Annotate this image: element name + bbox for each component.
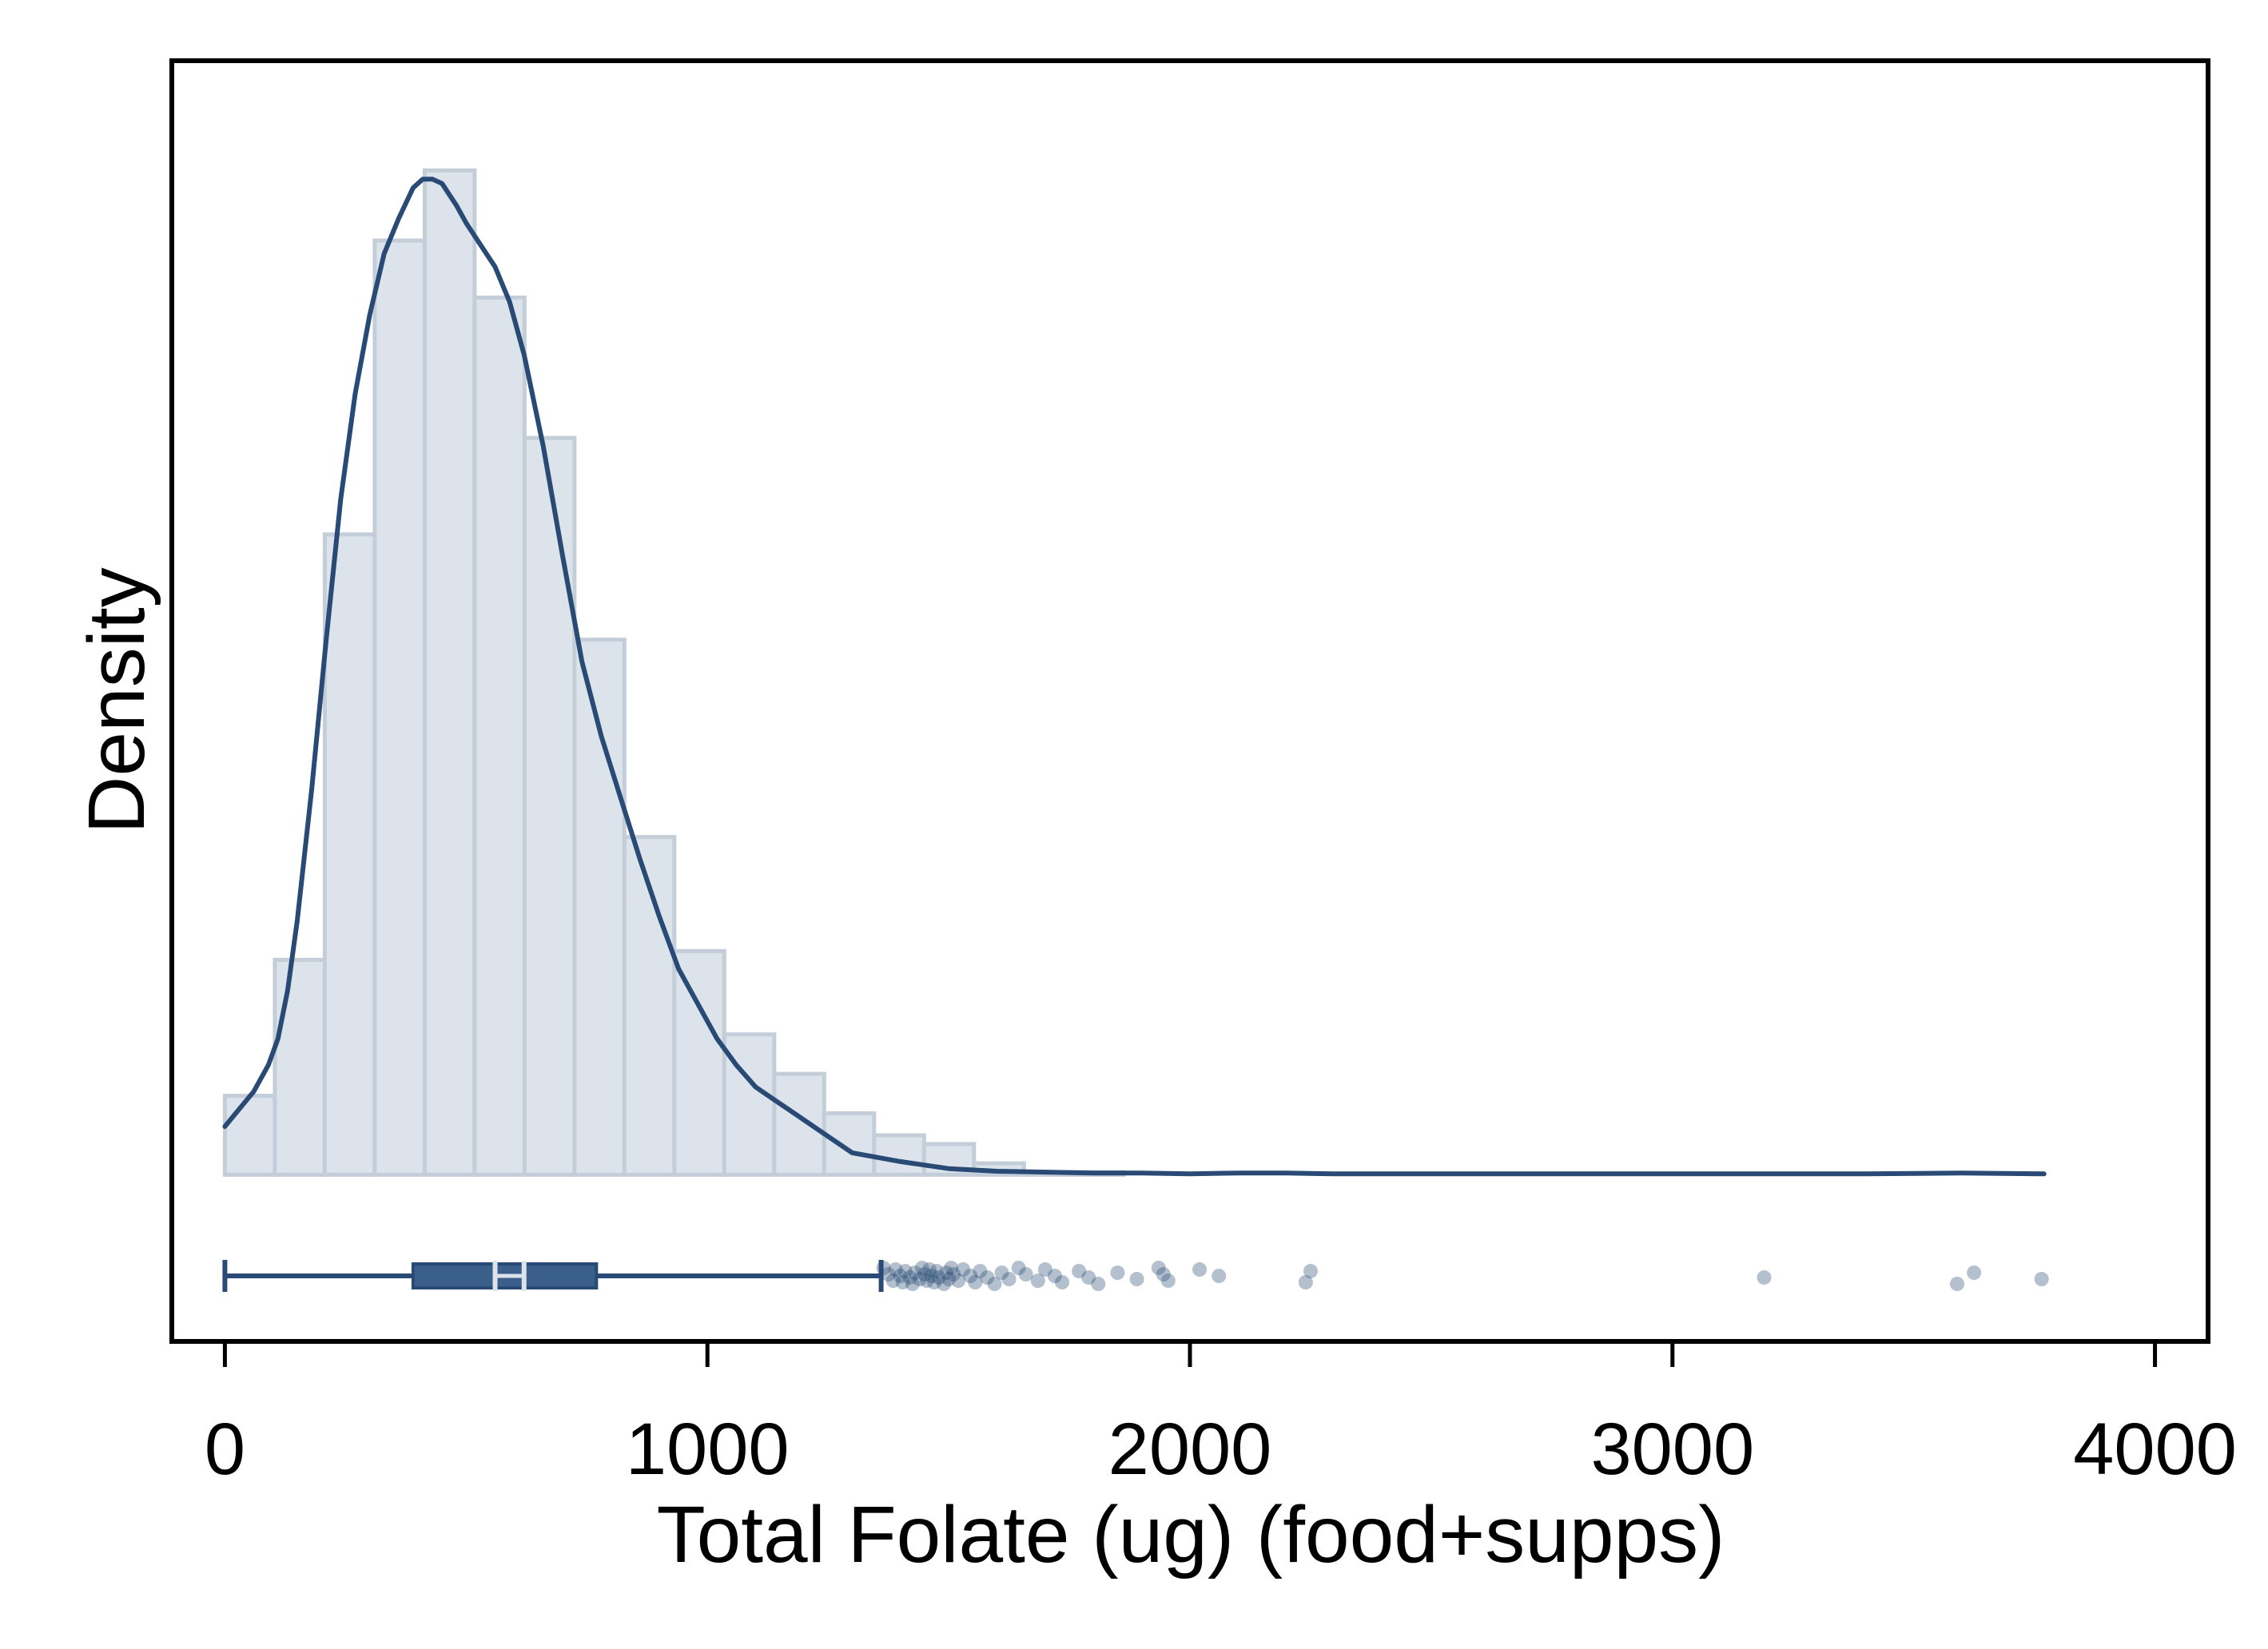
outlier-point [895,1275,910,1289]
outlier-point [1037,1262,1052,1277]
outlier-point [924,1269,939,1283]
outlier-point [1030,1274,1045,1288]
outlier-point [921,1262,937,1277]
histogram-bar [273,957,327,1177]
outlier-point [963,1269,978,1283]
outlier-point [876,1261,891,1275]
outlier-point [907,1266,922,1280]
outlier-point [956,1262,971,1277]
outlier-point [1160,1274,1176,1288]
outlier-point [1018,1267,1033,1281]
outlier-point [1156,1267,1171,1281]
x-axis-ticks: 0 1000 2000 3000 4000 [205,1341,2237,1490]
outlier-point [937,1277,952,1291]
boxplot [222,1260,884,1292]
histogram-bar [772,1071,826,1177]
outlier-point [1081,1270,1096,1285]
outlier-point [897,1264,913,1278]
histogram-bar [372,238,427,1177]
outlier-point [1757,1270,1772,1285]
histogram-bars [222,168,1126,1177]
outlier-point [1303,1264,1318,1278]
x-tick-label: 0 [205,1409,245,1490]
histogram-bar [672,948,726,1177]
outlier-point [994,1266,1009,1280]
outlier-point [1967,1266,1982,1280]
outlier-point [941,1272,957,1286]
outlier-points [876,1261,2049,1291]
outlier-point [1091,1277,1106,1291]
outlier-point [980,1270,995,1285]
outlier-point [946,1267,961,1281]
outlier-point [914,1261,929,1275]
outlier-point [919,1274,934,1288]
outlier-point [1001,1272,1017,1286]
outlier-point [1110,1266,1125,1280]
x-tick-label: 4000 [2073,1409,2237,1490]
histogram-bar [322,532,377,1177]
histogram-bar [872,1133,926,1177]
histogram-bar [222,1094,277,1177]
histogram-bar [422,168,477,1177]
outlier-point [905,1277,920,1291]
outlier-point [929,1264,945,1278]
outlier-point [1212,1269,1227,1283]
x-tick-label: 3000 [1590,1409,1754,1490]
outlier-point [1054,1275,1069,1289]
x-axis-title: Total Folate (ug) (food+supps) [657,1490,1725,1579]
density-curve [222,177,2047,1177]
outlier-point [987,1277,1002,1291]
outlier-point [893,1269,908,1283]
outlier-point [944,1261,959,1275]
outlier-point [1192,1262,1208,1277]
histogram-bar [522,435,577,1177]
outlier-point [1298,1275,1313,1289]
x-tick-label: 1000 [626,1409,790,1490]
outlier-point [888,1262,903,1277]
outlier-point [968,1275,983,1289]
outlier-point [939,1266,954,1280]
density-curve-layer [222,177,2047,1177]
x-tick-label: 2000 [1108,1409,1272,1490]
outlier-point [912,1272,927,1286]
outlier-point [1072,1264,1087,1278]
outlier-point [932,1270,947,1285]
outlier-point [951,1274,966,1288]
outlier-point [1129,1272,1144,1286]
outlier-point [1151,1261,1166,1275]
histogram-bar [472,295,527,1177]
outlier-point [917,1267,932,1281]
outlier-point [926,1275,941,1289]
outlier-point [902,1270,917,1285]
outlier-point [973,1264,988,1278]
histogram-bar [822,1111,877,1177]
outlier-point [1047,1269,1062,1283]
outlier-point [1011,1261,1026,1275]
y-axis-title: Density [72,567,161,833]
outlier-point [1950,1277,1965,1291]
outlier-point [2034,1272,2049,1286]
outlier-point [881,1267,896,1281]
outlier-point [885,1274,901,1288]
